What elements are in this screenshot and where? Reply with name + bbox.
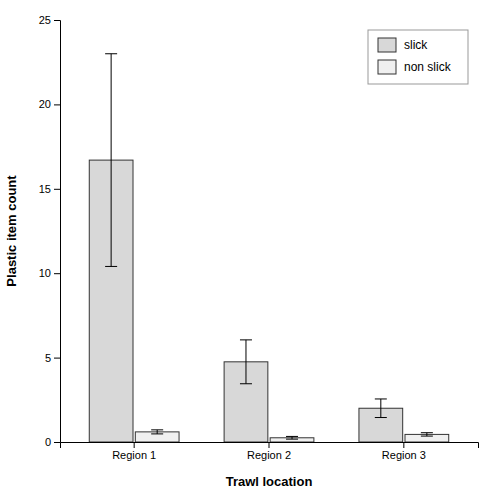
tick-mark	[54, 358, 60, 359]
error-bar	[421, 433, 433, 436]
tick-label: 5	[45, 352, 51, 364]
tick-label: Region 1	[112, 449, 156, 461]
tick-label: 20	[39, 98, 51, 110]
x-tick: Region 2	[247, 442, 291, 461]
axis-line	[54, 21, 61, 443]
tick-label: 15	[39, 183, 51, 195]
error-bar-line	[151, 430, 163, 434]
error-bar	[105, 54, 117, 267]
error-bar	[375, 399, 387, 418]
y-tick: 25	[39, 14, 60, 26]
y-axis: 0 5 10 15 20 25	[39, 14, 61, 448]
legend-item: non slick	[378, 60, 452, 74]
tick-mark	[54, 20, 60, 21]
tick-mark	[403, 442, 404, 448]
x-axis-title: Trawl location	[226, 474, 313, 489]
tick-label: 25	[39, 14, 51, 26]
tick-mark	[54, 442, 60, 443]
tick-label: 0	[45, 436, 51, 448]
legend: slick non slick	[368, 30, 468, 84]
tick-label: Region 3	[382, 449, 426, 461]
y-tick: 5	[45, 352, 60, 364]
error-bar	[151, 430, 163, 434]
marks	[89, 54, 448, 442]
y-tick: 15	[39, 183, 60, 195]
error-bar-line	[286, 436, 298, 439]
error-bar-line	[240, 340, 252, 384]
tick-mark	[54, 273, 60, 274]
tick-mark	[269, 442, 270, 448]
error-bar-line	[421, 433, 433, 436]
legend-label: non slick	[404, 60, 452, 74]
y-tick: 20	[39, 98, 60, 110]
y-axis-title: Plastic item count	[4, 175, 19, 287]
legend-item: slick	[378, 38, 428, 52]
series	[89, 54, 402, 442]
x-tick: Region 3	[382, 442, 426, 461]
plot: 0 5 10 15 20 25 Region 1 Region 2 Region 3 slick n…	[39, 14, 479, 461]
error-bar-line	[105, 54, 117, 267]
error-bar	[240, 340, 252, 384]
legend-label: slick	[404, 38, 428, 52]
legend-frame	[368, 30, 468, 84]
tick-mark	[54, 189, 60, 190]
y-tick: 0	[45, 436, 60, 448]
tick-label: 10	[39, 267, 51, 279]
legend-swatch	[378, 38, 396, 52]
legend-swatch	[378, 60, 396, 74]
x-tick: Region 1	[112, 442, 156, 461]
axis-line	[61, 443, 479, 449]
tick-mark	[54, 104, 60, 105]
x-axis: Region 1 Region 2 Region 3	[61, 442, 479, 461]
tick-label: Region 2	[247, 449, 291, 461]
error-bar-line	[375, 399, 387, 418]
series	[135, 430, 448, 442]
error-bar	[286, 436, 298, 439]
tick-mark	[134, 442, 135, 448]
chart: 0 5 10 15 20 25 Region 1 Region 2 Region 3 slick n…	[0, 0, 493, 500]
y-tick: 10	[39, 267, 60, 279]
